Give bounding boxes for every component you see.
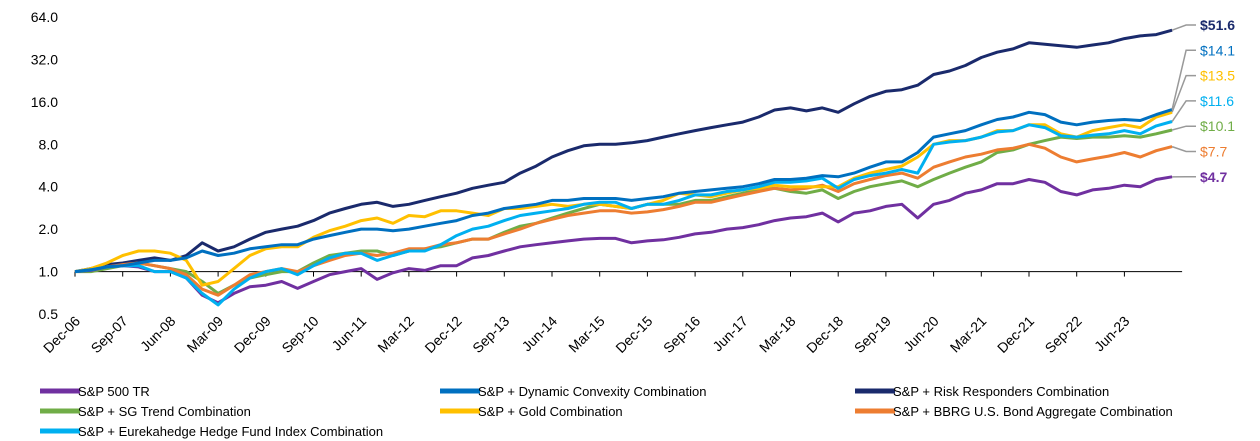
series-line <box>74 28 1173 274</box>
y-tick-label: 0.5 <box>39 306 59 322</box>
x-tick-label: Dec-21 <box>994 313 1037 356</box>
x-tick-label: Jun-23 <box>1091 313 1133 355</box>
label-connector <box>1171 74 1196 113</box>
x-tick-label: Jun-11 <box>328 313 369 354</box>
x-tick-label: Jun-14 <box>519 313 561 355</box>
y-tick-label: 4.0 <box>39 179 59 195</box>
x-tick-label: Dec-15 <box>612 313 655 356</box>
end-label: $14.1 <box>1200 42 1235 58</box>
label-connector <box>1171 125 1196 131</box>
x-tick-label: Sep-19 <box>851 313 894 356</box>
legend-label: S&P + SG Trend Combination <box>78 404 251 419</box>
x-tick-label: Mar-18 <box>756 313 799 356</box>
y-tick-label: 16.0 <box>31 94 58 110</box>
legend-label: S&P + BBRG U.S. Bond Aggregate Combinati… <box>893 404 1173 419</box>
x-tick-label: Dec-12 <box>421 313 464 356</box>
y-tick-label: 1.0 <box>39 264 59 280</box>
end-label: $13.5 <box>1200 68 1235 84</box>
x-tick-label: Sep-13 <box>469 313 512 356</box>
label-connector <box>1171 24 1196 31</box>
end-label: $10.1 <box>1200 118 1235 134</box>
legend-label: S&P + Risk Responders Combination <box>893 384 1109 399</box>
x-tick-label: Sep-10 <box>278 313 321 356</box>
end-label: $4.7 <box>1200 169 1227 185</box>
x-tick-label: Sep-22 <box>1042 313 1085 356</box>
end-label: $51.6 <box>1200 17 1235 33</box>
x-tick-label: Jun-08 <box>137 313 179 355</box>
x-tick-label: Mar-15 <box>565 313 608 356</box>
y-tick-label: 64.0 <box>31 9 58 25</box>
end-label: $11.6 <box>1200 93 1234 109</box>
y-tick-label: 2.0 <box>39 221 59 237</box>
y-tick-label: 8.0 <box>39 136 59 152</box>
series-line <box>74 120 1173 307</box>
x-tick-label: Sep-16 <box>660 313 703 356</box>
x-tick-label: Jun-20 <box>900 313 942 355</box>
legend-label: S&P + Gold Combination <box>478 404 623 419</box>
series-line <box>74 108 1173 274</box>
y-tick-label: 32.0 <box>31 51 58 67</box>
label-connector <box>1171 145 1196 153</box>
legend-label: S&P + Eurekahedge Hedge Fund Index Combi… <box>78 424 383 439</box>
x-tick-label: Mar-21 <box>947 313 990 356</box>
x-tick-label: Mar-09 <box>184 313 227 356</box>
legend-label: S&P 500 TR <box>78 384 150 399</box>
end-label: $7.7 <box>1200 144 1227 160</box>
series-line <box>74 175 1173 305</box>
legend-label: S&P + Dynamic Convexity Combination <box>478 384 706 399</box>
x-tick-label: Mar-12 <box>374 313 417 356</box>
x-tick-label: Sep-07 <box>88 313 131 356</box>
label-connector <box>1171 49 1196 110</box>
x-tick-label: Jun-17 <box>709 313 751 355</box>
x-tick-label: Dec-09 <box>231 313 274 356</box>
series-line <box>74 142 1173 297</box>
x-tick-label: Dec-18 <box>803 313 846 356</box>
label-connector <box>1171 100 1196 122</box>
